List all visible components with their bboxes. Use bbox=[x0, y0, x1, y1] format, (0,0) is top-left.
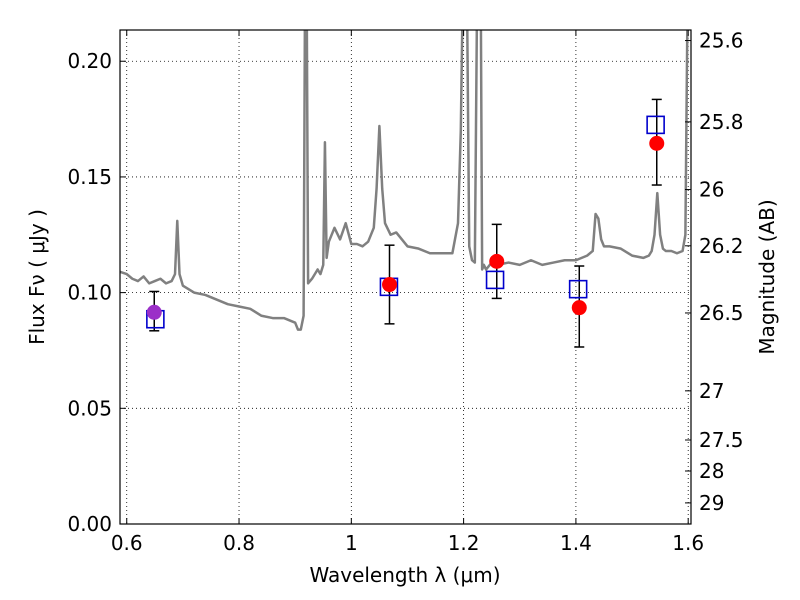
spectrum-line bbox=[120, 30, 689, 331]
x-tick-label: 1.6 bbox=[672, 531, 704, 555]
observed-point bbox=[649, 135, 665, 151]
y-tick-label: 0.05 bbox=[67, 396, 112, 420]
observed-point bbox=[146, 304, 162, 320]
y2-tick-label: 27.5 bbox=[699, 428, 744, 452]
y2-tick-label: 26 bbox=[699, 178, 724, 202]
model-point-square bbox=[568, 279, 588, 299]
x-axis-title: Wavelength λ (μm) bbox=[309, 563, 500, 587]
observed-point bbox=[489, 253, 505, 269]
axis-ticks bbox=[120, 30, 691, 525]
y2-axis-title: Magnitude (AB) bbox=[755, 199, 779, 354]
x-tick-label: 1.4 bbox=[560, 531, 592, 555]
model-point-square bbox=[485, 270, 505, 290]
x-tick-label: 1 bbox=[345, 531, 358, 555]
y2-tick-label: 25.8 bbox=[699, 110, 744, 134]
y-tick-label: 0.00 bbox=[67, 512, 112, 536]
x-tick-label: 0.6 bbox=[111, 531, 143, 555]
y-tick-label: 0.10 bbox=[67, 281, 112, 305]
y-tick-label: 0.20 bbox=[67, 49, 112, 73]
y-tick-labels: 0.00 0.05 0.10 0.15 0.20 bbox=[67, 49, 112, 536]
y2-tick-label: 28 bbox=[699, 459, 724, 483]
data-points bbox=[146, 98, 665, 348]
x-tick-label: 0.8 bbox=[223, 531, 255, 555]
y2-tick-label: 27 bbox=[699, 379, 724, 403]
plot-frame bbox=[119, 29, 692, 525]
y-axis-title: Flux Fν ( μJy ) bbox=[25, 209, 49, 345]
x-tick-label: 1.2 bbox=[448, 531, 480, 555]
observed-point bbox=[571, 300, 587, 316]
model-spectrum bbox=[120, 30, 689, 331]
y-tick-label: 0.15 bbox=[67, 165, 112, 189]
model-point-square bbox=[646, 115, 665, 135]
x-tick-labels: 0.6 0.8 1 1.2 1.4 1.6 bbox=[111, 531, 704, 555]
y2-tick-label: 25.6 bbox=[699, 29, 744, 53]
observed-point bbox=[381, 277, 397, 293]
y2-tick-label: 26.2 bbox=[699, 234, 744, 258]
y2-tick-label: 26.5 bbox=[699, 301, 744, 325]
y2-tick-labels: 25.6 25.8 26 26.2 26.5 27 27.5 28 29 bbox=[699, 29, 744, 515]
y2-tick-label: 29 bbox=[699, 491, 724, 515]
